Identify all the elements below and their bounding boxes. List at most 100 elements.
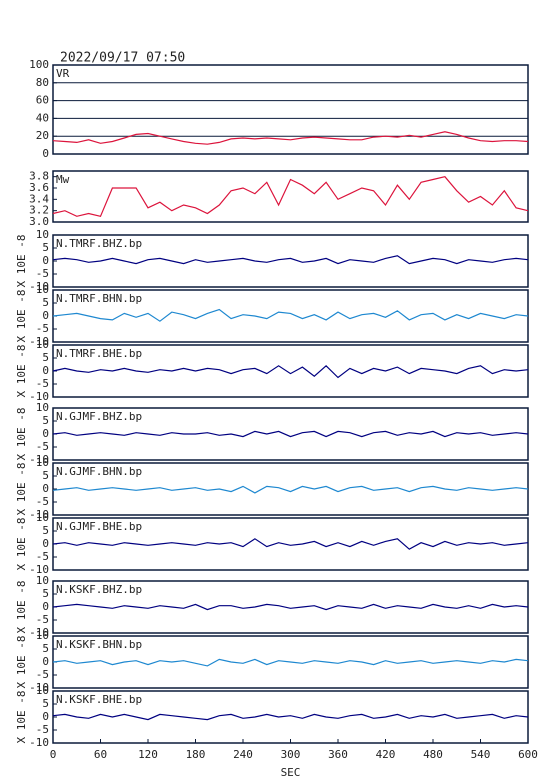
panel-frame <box>52 64 529 155</box>
y-tick-label: -10 <box>29 563 49 576</box>
y-axis-label: X 10E -8 <box>15 581 28 634</box>
y-tick-label: 0 <box>42 309 49 322</box>
y-tick-label: -10 <box>29 335 49 348</box>
y-tick-label: -5 <box>36 440 49 453</box>
y-tick-label: -5 <box>36 550 49 563</box>
panel-frame <box>52 170 529 223</box>
panel-label: N.GJMF.BHN.bp <box>56 465 142 478</box>
y-tick-label: -5 <box>36 267 49 280</box>
x-tick-label: 540 <box>471 748 491 761</box>
x-axis-label: SEC <box>281 766 301 779</box>
y-axis-label: X 10E -8 <box>15 463 28 516</box>
series-line <box>52 364 529 379</box>
panel-label: Mw <box>56 173 70 186</box>
y-tick-label: 5 <box>42 351 49 364</box>
y-tick-label: -5 <box>36 322 49 335</box>
y-tick-label: -10 <box>29 280 49 293</box>
y-tick-label: -10 <box>29 508 49 521</box>
y-tick-label: 0 <box>42 254 49 267</box>
y-tick-label: 10 <box>36 401 49 414</box>
x-tick-label: 600 <box>518 748 538 761</box>
panel-label: N.GJMF.BHZ.bp <box>56 410 142 423</box>
y-tick-label: 0 <box>42 364 49 377</box>
y-tick-label: 10 <box>36 511 49 524</box>
x-tick-label: 300 <box>281 748 301 761</box>
y-tick-label: 3.8 <box>29 170 49 183</box>
series-line <box>52 176 529 218</box>
y-tick-label: 3.6 <box>29 181 49 194</box>
y-tick-label: 3.0 <box>29 215 49 228</box>
series-line <box>52 308 529 322</box>
x-tick-label: 120 <box>138 748 158 761</box>
y-tick-label: -10 <box>29 681 49 694</box>
x-tick-label: 420 <box>376 748 396 761</box>
y-tick-label: -5 <box>36 613 49 626</box>
y-axis-label: X 10E -8 <box>15 691 28 744</box>
y-tick-label: 40 <box>36 111 49 124</box>
panel-label: N.KSKF.BHN.bp <box>56 638 142 651</box>
y-axis-label: X 10E -8 <box>15 345 28 398</box>
y-tick-label: 5 <box>42 469 49 482</box>
x-tick-label: 240 <box>233 748 253 761</box>
y-axis-label: X 10E -8 <box>15 235 28 288</box>
y-tick-label: -5 <box>36 377 49 390</box>
y-tick-label: 0 <box>42 147 49 160</box>
y-tick-label: 10 <box>36 574 49 587</box>
y-tick-label: 10 <box>36 684 49 697</box>
y-axis-label: X 10E -8 <box>15 290 28 343</box>
y-tick-label: 10 <box>36 456 49 469</box>
y-tick-label: 5 <box>42 296 49 309</box>
y-axis-label: X 10E -8 <box>15 636 28 689</box>
series-line <box>52 603 529 611</box>
series-line <box>52 255 529 265</box>
y-tick-label: 10 <box>36 338 49 351</box>
y-tick-label: -5 <box>36 495 49 508</box>
x-tick-label: 360 <box>328 748 348 761</box>
y-axis-label: X 10E -8 <box>15 518 28 571</box>
y-tick-label: 5 <box>42 241 49 254</box>
panel-label: N.KSKF.BHZ.bp <box>56 583 142 596</box>
series-line <box>52 538 529 550</box>
panel-label: N.KSKF.BHE.bp <box>56 693 142 706</box>
y-tick-label: 80 <box>36 76 49 89</box>
series-line <box>52 131 529 145</box>
y-axis-label: X 10E -8 <box>15 408 28 461</box>
x-tick-label: 180 <box>186 748 206 761</box>
x-tick-label: 60 <box>94 748 107 761</box>
panel-label: VR <box>56 67 70 80</box>
y-tick-label: 0 <box>42 655 49 668</box>
y-tick-label: 5 <box>42 587 49 600</box>
y-tick-label: 0 <box>42 600 49 613</box>
chart-title: 2022/09/17 07:50 <box>60 51 185 66</box>
y-tick-label: 10 <box>36 283 49 296</box>
y-tick-label: 60 <box>36 94 49 107</box>
y-tick-label: 0 <box>42 427 49 440</box>
y-tick-label: 20 <box>36 129 49 142</box>
y-tick-label: 5 <box>42 414 49 427</box>
y-tick-label: 5 <box>42 524 49 537</box>
panel-label: N.TMRF.BHE.bp <box>56 347 142 360</box>
y-tick-label: -5 <box>36 723 49 736</box>
y-tick-label: -10 <box>29 453 49 466</box>
y-tick-label: -5 <box>36 668 49 681</box>
y-tick-label: 0 <box>42 710 49 723</box>
y-tick-label: 10 <box>36 228 49 241</box>
y-tick-label: 10 <box>36 629 49 642</box>
panel-label: N.TMRF.BHN.bp <box>56 292 142 305</box>
y-tick-label: 5 <box>42 697 49 710</box>
y-tick-label: 100 <box>29 58 49 71</box>
y-tick-label: 0 <box>42 537 49 550</box>
y-tick-label: -10 <box>29 736 49 749</box>
series-line <box>52 658 529 667</box>
x-tick-label: 480 <box>423 748 443 761</box>
y-tick-label: 5 <box>42 642 49 655</box>
series-line <box>52 713 529 721</box>
y-tick-label: 0 <box>42 482 49 495</box>
panel-label: N.GJMF.BHE.bp <box>56 520 142 533</box>
y-tick-label: -10 <box>29 390 49 403</box>
y-tick-label: 3.2 <box>29 204 49 217</box>
series-line <box>52 485 529 494</box>
series-line <box>52 430 529 438</box>
panel-label: N.TMRF.BHZ.bp <box>56 237 142 250</box>
